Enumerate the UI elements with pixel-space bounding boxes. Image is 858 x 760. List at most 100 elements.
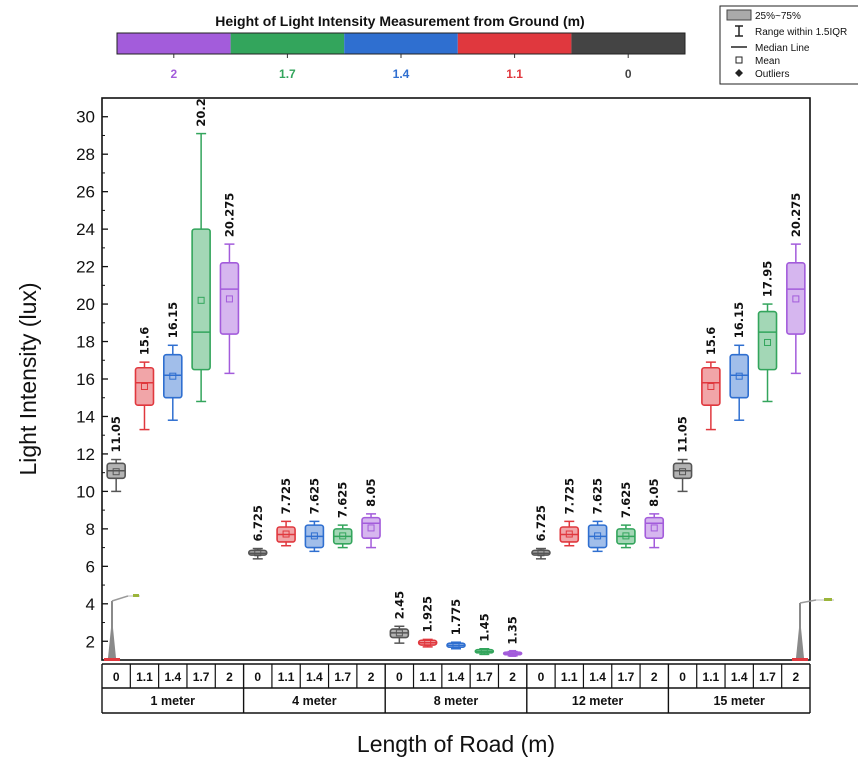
data-label: 15.6 <box>137 327 151 355</box>
box-0: 6.725 <box>531 505 551 560</box>
box-0: 11.05 <box>672 416 693 493</box>
iqr-box <box>163 353 183 399</box>
x-category-label: 1.7 <box>759 670 776 684</box>
y-tick-label: 28 <box>76 145 95 164</box>
data-label: 6.725 <box>534 505 548 541</box>
mean-marker <box>594 532 602 540</box>
y-tick-label: 26 <box>76 183 95 202</box>
colorbar-label-2: 2 <box>170 67 177 81</box>
box-1.1: 7.725 <box>559 478 580 547</box>
height-colorbar: 2 1.7 1.4 1.1 0 <box>116 32 686 81</box>
data-label: 16.15 <box>732 302 746 338</box>
mean-marker <box>225 295 233 303</box>
x-category-label: 1.4 <box>164 670 181 684</box>
x-category-label: 0 <box>679 670 686 684</box>
legend-median-label: Median Line <box>755 43 810 54</box>
mean-marker <box>764 338 772 346</box>
iqr-box <box>134 366 155 407</box>
legend-outlier-icon <box>735 69 743 77</box>
group-1-meter: 11.05 15.6 16.15 20.2 20.275 <box>106 98 240 493</box>
y-tick-label: 16 <box>76 370 95 389</box>
box-1.4: 16.15 <box>163 302 183 421</box>
x-category-label: 0 <box>538 670 545 684</box>
data-label: 20.275 <box>222 193 236 237</box>
y-tick-label: 4 <box>86 595 95 614</box>
box-0: 2.45 <box>389 591 410 644</box>
mean-marker <box>622 532 630 540</box>
box-1.1: 15.6 <box>701 327 721 431</box>
data-label: 1.35 <box>506 616 520 644</box>
colorbar-label-0: 0 <box>625 67 632 81</box>
data-label: 1.925 <box>421 596 435 632</box>
box-0: 11.05 <box>106 416 126 493</box>
y-tick-label: 24 <box>76 220 95 239</box>
y-tick-label: 18 <box>76 333 95 352</box>
box-2: 8.05 <box>644 479 665 549</box>
x-category-label: 1.1 <box>278 670 295 684</box>
group-12-meter: 6.725 7.725 7.625 7.625 8.05 <box>531 478 665 560</box>
box-2: 20.275 <box>786 193 806 375</box>
colorbar-segment-1.7 <box>230 33 345 54</box>
mean-marker <box>282 530 290 538</box>
category-table: 0 1.1 1.4 1.7 2 1 meter 0 1.1 1.4 1.7 2 4 meter 0 1.1… <box>101 663 811 714</box>
mean-marker <box>792 295 800 303</box>
iqr-box <box>757 310 778 371</box>
colorbar-frame <box>116 32 686 55</box>
data-label: 20.275 <box>789 193 803 237</box>
x-category-label: 2 <box>368 670 375 684</box>
y-tick-label: 12 <box>76 445 95 464</box>
mean-marker <box>565 530 573 538</box>
box-1.7: 1.45 <box>474 613 495 656</box>
mean-marker <box>197 296 205 304</box>
x-category-label: 2 <box>792 670 799 684</box>
box-1.7: 7.625 <box>332 482 353 549</box>
box-1.1: 15.6 <box>134 327 155 431</box>
x-category-label: 1.1 <box>136 670 153 684</box>
colorbar-label-1.7: 1.7 <box>279 67 296 81</box>
data-label: 7.725 <box>562 478 576 514</box>
y-tick-label: 22 <box>76 258 95 277</box>
group-15-meter: 11.05 15.6 16.15 17.95 20.275 <box>672 193 806 493</box>
x-category-label: 1.1 <box>703 670 720 684</box>
x-group-label: 15 meter <box>713 694 765 708</box>
data-label: 15.6 <box>704 327 718 355</box>
x-category-label: 0 <box>396 670 403 684</box>
box-1.7: 17.95 <box>757 261 778 403</box>
iqr-box <box>361 516 381 540</box>
x-category-label: 1.7 <box>618 670 635 684</box>
data-label: 11.05 <box>109 416 123 452</box>
mean-marker <box>367 524 375 532</box>
mean-marker <box>707 382 715 390</box>
y-tick-label: 2 <box>86 632 95 651</box>
data-label: 7.625 <box>591 478 605 514</box>
box-legend: 25%~75% Range within 1.5IQR Median Line … <box>719 5 858 85</box>
iqr-box <box>219 262 240 335</box>
y-tick-label: 20 <box>76 295 95 314</box>
group-4-meter: 6.725 7.725 7.625 7.625 8.05 <box>247 478 381 560</box>
colorbar-segment-1.4 <box>344 33 458 54</box>
colorbar-segment-0 <box>571 33 685 54</box>
x-group-label: 12 meter <box>572 694 624 708</box>
y-tick-label: 14 <box>76 407 95 426</box>
colorbar-segment-2 <box>117 33 231 54</box>
data-label: 20.2 <box>194 98 208 126</box>
x-axis-title: Length of Road (m) <box>357 731 555 757</box>
data-label: 2.45 <box>392 591 406 619</box>
iqr-box <box>644 516 665 540</box>
mean-marker <box>452 641 460 649</box>
legend-mean-label: Mean <box>755 56 780 67</box>
mean-marker <box>735 372 743 380</box>
data-label: 7.725 <box>279 478 293 514</box>
x-category-label: 1.7 <box>476 670 493 684</box>
x-category-label: 1.4 <box>448 670 465 684</box>
data-label: 1.45 <box>477 613 491 641</box>
mean-marker <box>679 468 687 476</box>
legend-mean-icon <box>735 56 743 64</box>
y-axis-title: Light Intensity (lux) <box>15 282 41 475</box>
iqr-box <box>786 262 806 335</box>
box-2: 20.275 <box>219 193 240 375</box>
box-1.4: 7.625 <box>587 478 608 553</box>
x-category-label: 0 <box>113 670 120 684</box>
